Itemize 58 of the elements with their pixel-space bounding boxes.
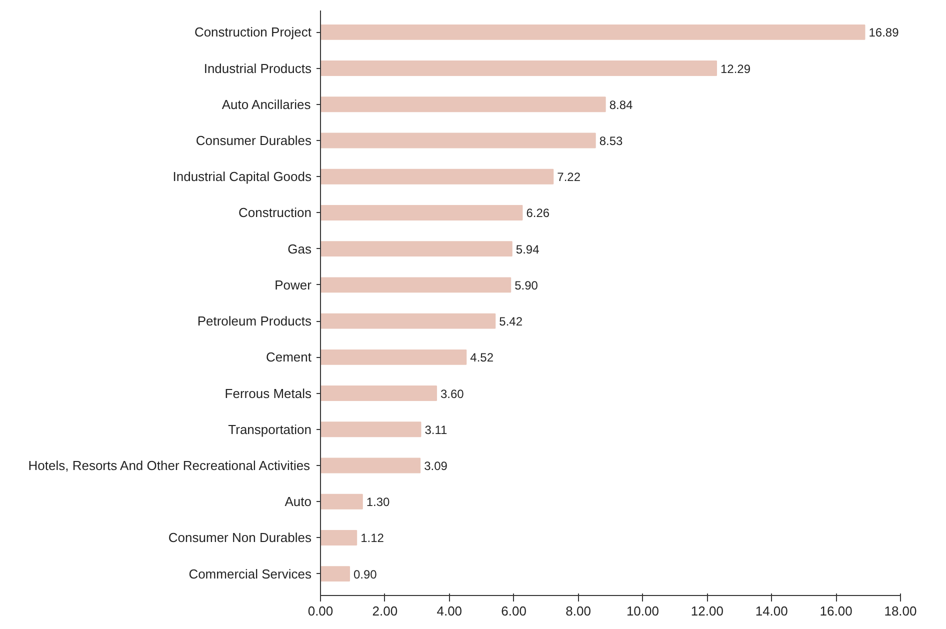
- bar: [320, 132, 596, 148]
- y-tick-label: Ferrous Metals: [224, 386, 312, 401]
- x-tick-label: 4.00: [436, 604, 462, 618]
- y-tick-label: Commercial Services: [188, 566, 312, 582]
- data-label: 1.30: [366, 495, 390, 510]
- data-label: 7.22: [557, 170, 581, 184]
- data-label: 8.53: [599, 134, 624, 148]
- bar: [320, 349, 467, 365]
- y-tick-label: Petroleum Products: [197, 314, 312, 329]
- x-tick-label: 0.00: [308, 604, 334, 618]
- x-tick-label: 12.00: [690, 604, 724, 618]
- data-label: 5.90: [514, 278, 538, 292]
- data-label: 8.84: [609, 98, 634, 112]
- y-tick-label: Construction: [238, 205, 312, 220]
- x-tick-label: 6.00: [501, 604, 526, 618]
- bar: [320, 458, 421, 474]
- y-tick-label: Transportation: [228, 422, 312, 437]
- bar: [320, 313, 496, 329]
- bar: [320, 241, 512, 257]
- data-label: 3.60: [440, 386, 464, 401]
- bar: [320, 205, 523, 220]
- y-tick-label: Cement: [266, 350, 312, 365]
- bar: [320, 494, 363, 510]
- x-tick-label: 10.00: [626, 604, 660, 618]
- data-label: 3.09: [424, 459, 448, 473]
- x-tick-label: 14.00: [755, 604, 788, 618]
- y-tick-label: Consumer Durables: [196, 133, 312, 148]
- bar: [320, 24, 866, 40]
- y-tick-label: Consumer Non Durables: [168, 530, 312, 546]
- data-label: 5.94: [516, 242, 540, 256]
- x-tick-label: 2.00: [372, 604, 398, 618]
- bar: [320, 422, 422, 438]
- y-tick-label: Gas: [288, 241, 312, 256]
- bar: [320, 386, 437, 401]
- bar: [320, 60, 718, 76]
- bar: [320, 168, 554, 184]
- bar: [320, 277, 512, 293]
- y-tick-label: Industrial Products: [204, 60, 312, 76]
- y-tick-label: Auto: [284, 494, 312, 510]
- y-tick-label: Construction Project: [194, 24, 312, 40]
- data-label: 1.12: [360, 531, 384, 546]
- data-label: 0.90: [354, 567, 378, 582]
- data-label: 5.42: [499, 314, 523, 329]
- x-tick-label: 8.00: [566, 604, 591, 618]
- y-tick-label: Power: [274, 277, 312, 292]
- data-label: 12.29: [720, 62, 751, 76]
- x-tick-label: 18.00: [884, 604, 917, 618]
- bar: [320, 566, 350, 582]
- data-label: 16.89: [868, 26, 900, 40]
- y-tick-label: Auto Ancillaries: [222, 96, 312, 112]
- bar: [320, 530, 358, 546]
- data-label: 4.52: [470, 350, 494, 365]
- bar: [320, 96, 606, 112]
- x-tick-label: 16.00: [820, 604, 852, 618]
- y-tick-label: Hotels, Resorts And Other Recreational Activities: [28, 458, 311, 473]
- data-label: 3.11: [424, 422, 448, 437]
- data-label: 6.26: [526, 206, 550, 220]
- y-tick-label: Industrial Capital Goods: [172, 169, 312, 184]
